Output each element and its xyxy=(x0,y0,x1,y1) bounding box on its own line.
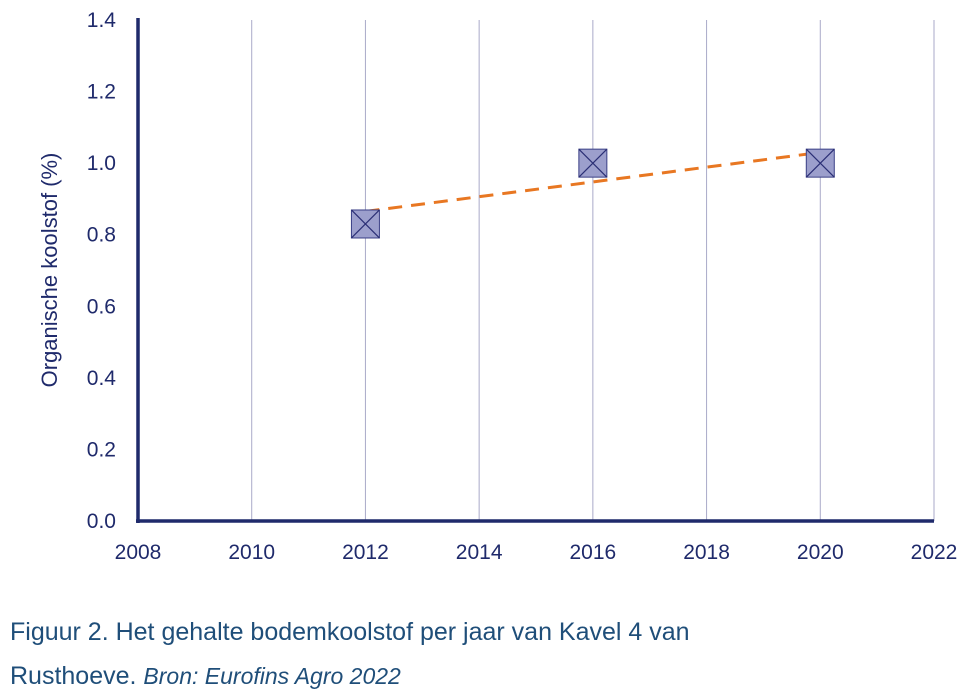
grid-lines xyxy=(251,20,935,521)
marker-cross-b xyxy=(351,209,380,239)
chart: 2008 2010 2012 2014 2016 2018 2020 2022 0.00.20… xyxy=(37,9,958,564)
x-tick-2016: 2016 xyxy=(569,541,616,564)
trendline-group xyxy=(365,150,821,213)
data-point-2020 xyxy=(805,148,835,178)
y-tick-0.2: 0.2 xyxy=(87,438,116,461)
y-axis-label: Organische koolstof (%) xyxy=(37,153,62,388)
y-tick-0.4: 0.4 xyxy=(87,367,117,390)
x-tick-2010: 2010 xyxy=(228,541,275,564)
x-tick-2012: 2012 xyxy=(342,541,389,564)
y-tick-0.0: 0.0 xyxy=(87,510,116,533)
caption-source: Bron: Eurofins Agro 2022 xyxy=(143,663,401,689)
y-tick-labels: 0.0 0.2 0.4 0.6 0.8 1.0 1.2 1.4 xyxy=(87,9,117,533)
data-points xyxy=(350,148,835,239)
y-tick-0.8: 0.8 xyxy=(87,224,116,247)
figure-caption-line2: Rusthoeve. Bron: Eurofins Agro 2022 xyxy=(10,662,401,691)
caption-text: Rusthoeve. xyxy=(10,662,137,690)
data-point-2012 xyxy=(350,209,380,239)
marker-cross-b xyxy=(578,148,608,178)
x-tick-2018: 2018 xyxy=(683,541,730,564)
x-tick-2020: 2020 xyxy=(797,541,844,564)
figure-caption: Figuur 2. Het gehalte bodemkoolstof per … xyxy=(10,618,690,646)
x-tick-labels: 2008 2010 2012 2014 2016 2018 2020 2022 xyxy=(115,541,958,564)
x-tick-2014: 2014 xyxy=(456,541,503,564)
trendline xyxy=(365,150,821,213)
y-tick-1.4: 1.4 xyxy=(87,9,117,32)
y-tick-1.2: 1.2 xyxy=(87,81,116,104)
marker-cross-b xyxy=(805,148,835,178)
axes xyxy=(136,18,934,523)
y-tick-0.6: 0.6 xyxy=(87,295,116,318)
data-point-2016 xyxy=(578,148,608,178)
x-tick-2008: 2008 xyxy=(115,541,162,564)
x-tick-2022: 2022 xyxy=(911,541,958,564)
y-tick-1.0: 1.0 xyxy=(87,152,116,175)
